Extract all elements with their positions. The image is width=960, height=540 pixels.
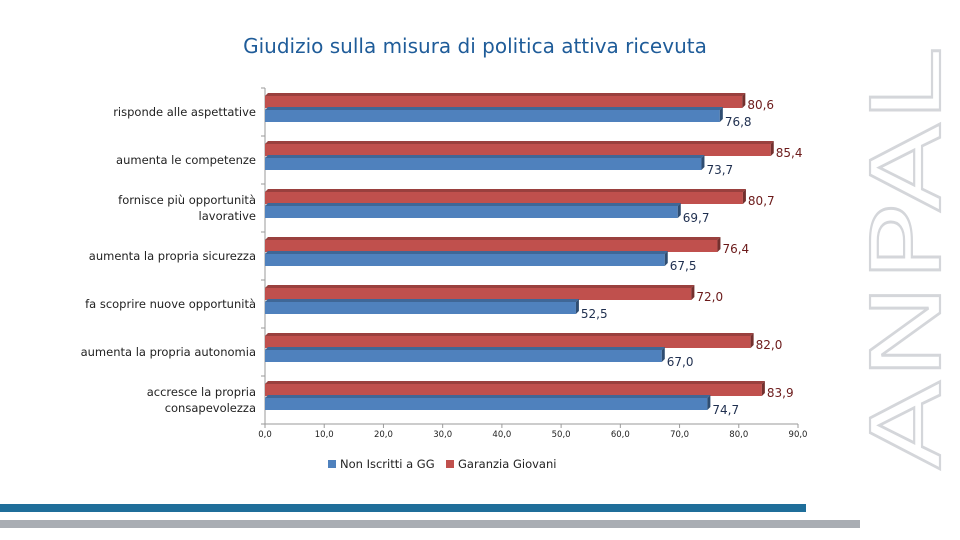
x-tick-label: 10,0: [315, 430, 334, 440]
x-tick-label: 20,0: [374, 430, 393, 440]
bar-end-garanzia-giovani: [742, 189, 746, 204]
data-label: 76,4: [722, 242, 749, 256]
bar-end-garanzia-giovani: [761, 381, 765, 396]
bar-garanzia-giovani: [265, 192, 743, 204]
data-label: 83,9: [767, 386, 794, 400]
data-label: 80,7: [748, 194, 775, 208]
bar-end-non-iscritti: [707, 395, 711, 410]
bar-end-garanzia-giovani: [691, 285, 695, 300]
data-label: 67,0: [667, 355, 694, 369]
x-tick-label: 30,0: [433, 430, 452, 440]
legend-label: Non Iscritti a GG: [340, 457, 435, 471]
bar-top-non-iscritti: [265, 251, 668, 254]
category-label: accresce la propria consapevolezza: [147, 385, 256, 415]
bar-top-non-iscritti: [265, 107, 723, 110]
bar-non-iscritti: [265, 110, 720, 122]
x-tick-label: 40,0: [492, 430, 511, 440]
category-label-line: fa scoprire nuove opportunità: [85, 297, 256, 311]
bar-garanzia-giovani: [265, 288, 692, 300]
bar-end-garanzia-giovani: [770, 141, 774, 156]
data-label: 80,6: [747, 98, 774, 112]
bar-top-garanzia-giovani: [265, 189, 746, 192]
category-label-line: aumenta la propria sicurezza: [89, 249, 256, 263]
bar-top-garanzia-giovani: [265, 93, 746, 96]
bar-top-non-iscritti: [265, 203, 681, 206]
bar-garanzia-giovani: [265, 96, 743, 108]
chart-title: Giudizio sulla misura di politica attiva…: [243, 34, 707, 58]
category-label-line: accresce la propria: [147, 385, 256, 399]
data-label: 74,7: [712, 403, 739, 417]
bar-end-non-iscritti: [719, 107, 723, 122]
bar-non-iscritti: [265, 158, 702, 170]
data-label: 82,0: [756, 338, 783, 352]
category-label: aumenta la propria autonomia: [81, 345, 256, 359]
bar-top-garanzia-giovani: [265, 333, 754, 336]
category-label: fornisce più opportunità lavorative: [118, 193, 256, 223]
bar-end-non-iscritti: [701, 155, 705, 170]
data-label: 69,7: [683, 211, 710, 225]
bar-non-iscritti: [265, 350, 662, 362]
bar-top-non-iscritti: [265, 347, 665, 350]
anpal-logo: ANPAL: [850, 49, 960, 471]
x-tick-label: 90,0: [789, 430, 808, 440]
legend-swatch: [328, 460, 336, 468]
bar-non-iscritti: [265, 254, 665, 266]
category-label: aumenta le competenze: [116, 153, 256, 167]
category-label-line: consapevolezza: [165, 401, 256, 415]
logo-text: ANPAL: [851, 50, 960, 470]
bar-end-garanzia-giovani: [742, 93, 746, 108]
bar-top-non-iscritti: [265, 155, 705, 158]
category-label: fa scoprire nuove opportunità: [85, 297, 256, 311]
category-label: aumenta la propria sicurezza: [89, 249, 256, 263]
bar-garanzia-giovani: [265, 240, 718, 252]
bar-top-garanzia-giovani: [265, 285, 695, 288]
x-tick-label: 50,0: [552, 430, 571, 440]
bar-end-non-iscritti: [661, 347, 665, 362]
data-label: 52,5: [581, 307, 608, 321]
legend-swatch: [446, 460, 454, 468]
bar-top-non-iscritti: [265, 299, 579, 302]
bar-end-garanzia-giovani: [717, 237, 721, 252]
bar-garanzia-giovani: [265, 336, 751, 348]
bar-top-garanzia-giovani: [265, 237, 721, 240]
data-label: 72,0: [696, 290, 723, 304]
x-tick-label: 60,0: [611, 430, 630, 440]
bar-end-non-iscritti: [664, 251, 668, 266]
data-label: 73,7: [706, 163, 733, 177]
x-tick-label: 70,0: [670, 430, 689, 440]
category-label: risponde alle aspettative: [113, 105, 256, 119]
bar-top-garanzia-giovani: [265, 141, 774, 144]
bar-end-garanzia-giovani: [750, 333, 754, 348]
category-label-line: risponde alle aspettative: [113, 105, 256, 119]
data-label: 67,5: [670, 259, 697, 273]
bar-non-iscritti: [265, 398, 708, 410]
legend-label: Garanzia Giovani: [458, 457, 556, 471]
data-label: 85,4: [776, 146, 803, 160]
category-label-line: lavorative: [199, 209, 256, 223]
bar-garanzia-giovani: [265, 144, 771, 156]
category-label-line: fornisce più opportunità: [118, 193, 256, 207]
bar-non-iscritti: [265, 206, 678, 218]
bar-top-garanzia-giovani: [265, 381, 765, 384]
bar-garanzia-giovani: [265, 384, 762, 396]
footer-bar-blue: [0, 504, 806, 512]
bar-top-non-iscritti: [265, 395, 711, 398]
category-label-line: aumenta le competenze: [116, 153, 256, 167]
bar-end-non-iscritti: [575, 299, 579, 314]
x-tick-label: 0,0: [258, 430, 272, 440]
x-tick-label: 80,0: [729, 430, 748, 440]
category-label-line: aumenta la propria autonomia: [81, 345, 256, 359]
footer-bar-grey: [0, 520, 860, 528]
bar-non-iscritti: [265, 302, 576, 314]
bar-end-non-iscritti: [677, 203, 681, 218]
data-label: 76,8: [725, 115, 752, 129]
